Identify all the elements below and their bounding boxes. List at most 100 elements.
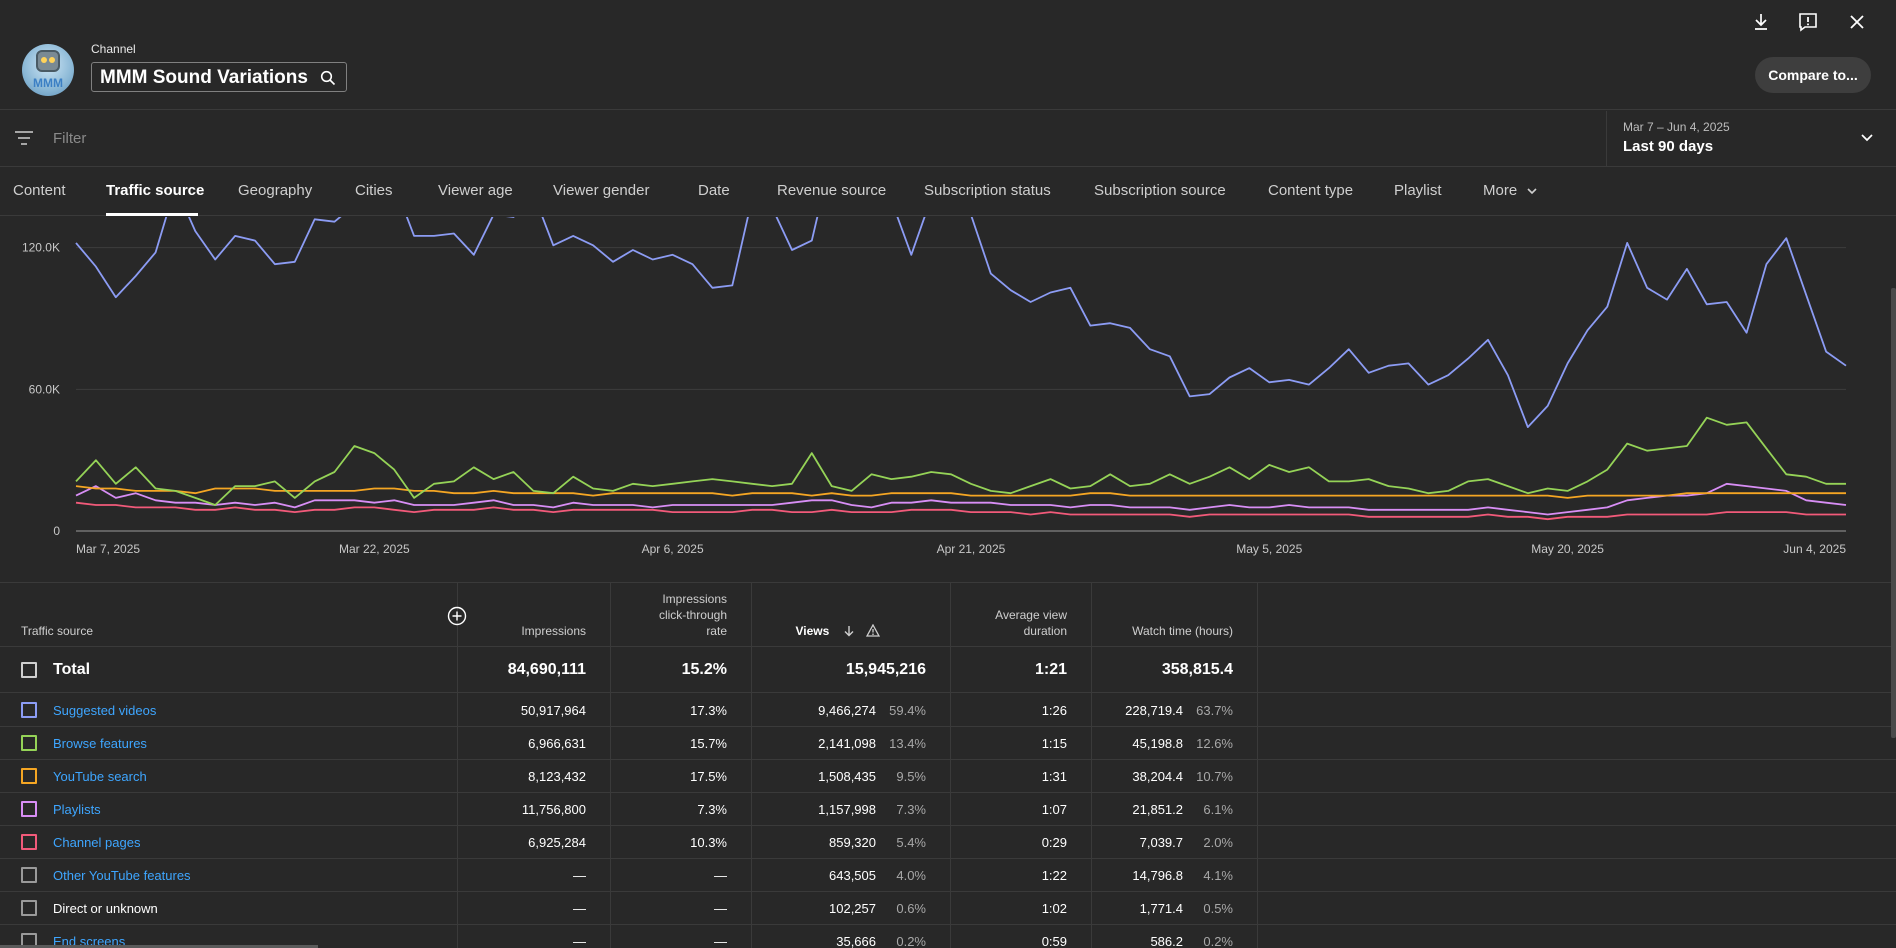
compare-button[interactable]: Compare to... <box>1755 57 1871 93</box>
header-impressions[interactable]: Impressions <box>521 624 586 638</box>
views-value: 35,666 <box>836 934 876 948</box>
tab-more[interactable]: More <box>1483 182 1537 199</box>
row-checkbox[interactable] <box>21 867 37 883</box>
series-line-youtube-search <box>75 485 1846 499</box>
watch-time-value: 21,851.2 <box>1132 802 1183 817</box>
table-row-channel-pages: Channel pages 6,925,284 10.3% 859,320 5.4% 0:… <box>0 826 1896 859</box>
avg-view-duration-value: 1:07 <box>1041 802 1067 817</box>
avg-view-duration-value: 0:29 <box>1041 835 1067 850</box>
y-tick-label: 120.0K <box>22 241 60 255</box>
column-divider <box>610 583 611 948</box>
avg-view-duration-value: 0:59 <box>1041 934 1067 948</box>
traffic-source-link[interactable]: Suggested videos <box>53 703 157 718</box>
filter-icon[interactable] <box>15 131 33 145</box>
search-icon[interactable] <box>320 70 336 86</box>
impressions-value: — <box>573 934 586 948</box>
views-percent: 9.5% <box>896 769 926 784</box>
x-tick-label: May 5, 2025 <box>1236 542 1302 556</box>
channel-label: Channel <box>91 42 136 56</box>
header-ctr-line: Impressions <box>662 592 727 606</box>
tab-viewer-age[interactable]: Viewer age <box>438 182 513 199</box>
ctr-value: 7.3% <box>697 802 727 817</box>
views-percent: 59.4% <box>889 703 926 718</box>
tab-content[interactable]: Content <box>13 182 66 199</box>
date-range-picker[interactable]: Mar 7 – Jun 4, 2025 Last 90 days <box>1606 111 1896 167</box>
impressions-value: 6,966,631 <box>528 736 586 751</box>
row-checkbox[interactable] <box>21 900 37 916</box>
views-percent: 0.2% <box>896 934 926 948</box>
ctr-value: — <box>714 934 727 948</box>
views-percent: 7.3% <box>896 802 926 817</box>
total-label: Total <box>53 661 91 678</box>
download-icon[interactable] <box>1750 11 1772 33</box>
table-row-direct-or-unknown: Direct or unknown — — 102,257 0.6% 1:02 1,771.… <box>0 892 1896 925</box>
avg-view-duration-value: 1:26 <box>1041 703 1067 718</box>
tab-subscription-source[interactable]: Subscription source <box>1094 182 1226 199</box>
row-checkbox[interactable] <box>21 768 37 784</box>
watch-time-percent: 0.2% <box>1203 934 1233 948</box>
horizontal-scrollbar[interactable] <box>0 945 318 948</box>
header-traffic-source[interactable]: Traffic source <box>21 624 94 638</box>
series-line-browse-features <box>75 416 1846 506</box>
total-checkbox[interactable] <box>21 662 37 678</box>
channel-name: MMM Sound Variations <box>100 67 308 88</box>
traffic-source-link[interactable]: YouTube search <box>53 769 147 784</box>
row-checkbox[interactable] <box>21 735 37 751</box>
tab-revenue-source[interactable]: Revenue source <box>777 182 887 199</box>
ctr-value: 17.5% <box>690 769 727 784</box>
impressions-value: 8,123,432 <box>528 769 586 784</box>
close-icon[interactable] <box>1846 11 1868 33</box>
traffic-source-link[interactable]: Playlists <box>53 802 101 817</box>
views-percent: 5.4% <box>896 835 926 850</box>
filter-input[interactable]: Filter <box>53 130 87 147</box>
traffic-source-link[interactable]: Other YouTube features <box>53 868 191 883</box>
watch-time-percent: 4.1% <box>1203 868 1233 883</box>
views-value: 9,466,274 <box>818 703 876 718</box>
header-ctr[interactable]: Impressions click-through rate <box>620 591 727 639</box>
traffic-source-link[interactable]: Browse features <box>53 736 147 751</box>
avg-view-duration-value: 1:22 <box>1041 868 1067 883</box>
views-value: 643,505 <box>829 868 876 883</box>
tab-geography[interactable]: Geography <box>238 182 313 199</box>
avg-view-duration-value: 1:15 <box>1041 736 1067 751</box>
traffic-source-link[interactable]: End screens <box>53 934 126 948</box>
vertical-scrollbar[interactable] <box>1891 288 1896 738</box>
add-column-icon[interactable] <box>447 606 467 626</box>
column-divider <box>950 583 951 948</box>
active-tab-indicator <box>106 213 198 216</box>
x-tick-label: Apr 6, 2025 <box>642 542 704 556</box>
warning-icon[interactable] <box>865 623 881 637</box>
row-checkbox[interactable] <box>21 801 37 817</box>
tab-date[interactable]: Date <box>698 182 730 199</box>
header-watch-time[interactable]: Watch time (hours) <box>1132 624 1233 638</box>
header-avg-view-duration[interactable]: Average view duration <box>960 607 1067 639</box>
table-row-suggested-videos: Suggested videos 50,917,964 17.3% 9,466,274… <box>0 694 1896 727</box>
row-checkbox[interactable] <box>21 834 37 850</box>
tab-viewer-gender[interactable]: Viewer gender <box>553 182 650 199</box>
tab-traffic-source[interactable]: Traffic source <box>106 182 205 199</box>
row-checkbox[interactable] <box>21 702 37 718</box>
header-avd-line: Average view <box>995 608 1067 622</box>
date-range-label: Last 90 days <box>1623 138 1714 155</box>
table-row-browse-features: Browse features 6,966,631 15.7% 2,141,098 13… <box>0 727 1896 760</box>
tab-playlist[interactable]: Playlist <box>1394 182 1442 199</box>
date-range-text: Mar 7 – Jun 4, 2025 <box>1623 120 1730 134</box>
chevron-down-icon <box>1861 134 1873 142</box>
channel-selector[interactable]: MMM Sound Variations <box>91 62 347 92</box>
tab-subscription-status[interactable]: Subscription status <box>924 182 1051 199</box>
header-avd-line: duration <box>1023 624 1067 638</box>
impressions-value: — <box>573 868 586 883</box>
views-value: 1,508,435 <box>818 769 876 784</box>
tab-content-type[interactable]: Content type <box>1268 182 1354 199</box>
header-views-label: Views <box>795 624 830 638</box>
impressions-value: 11,756,800 <box>521 802 586 817</box>
traffic-source-link[interactable]: Channel pages <box>53 835 141 850</box>
header-ctr-line: rate <box>706 624 727 638</box>
feedback-icon[interactable] <box>1797 11 1819 33</box>
watch-time-percent: 6.1% <box>1203 802 1233 817</box>
header-views[interactable]: Views <box>780 623 881 639</box>
impressions-value: 50,917,964 <box>520 703 586 718</box>
impressions-value: — <box>573 901 586 916</box>
tab-cities[interactable]: Cities <box>355 182 393 199</box>
